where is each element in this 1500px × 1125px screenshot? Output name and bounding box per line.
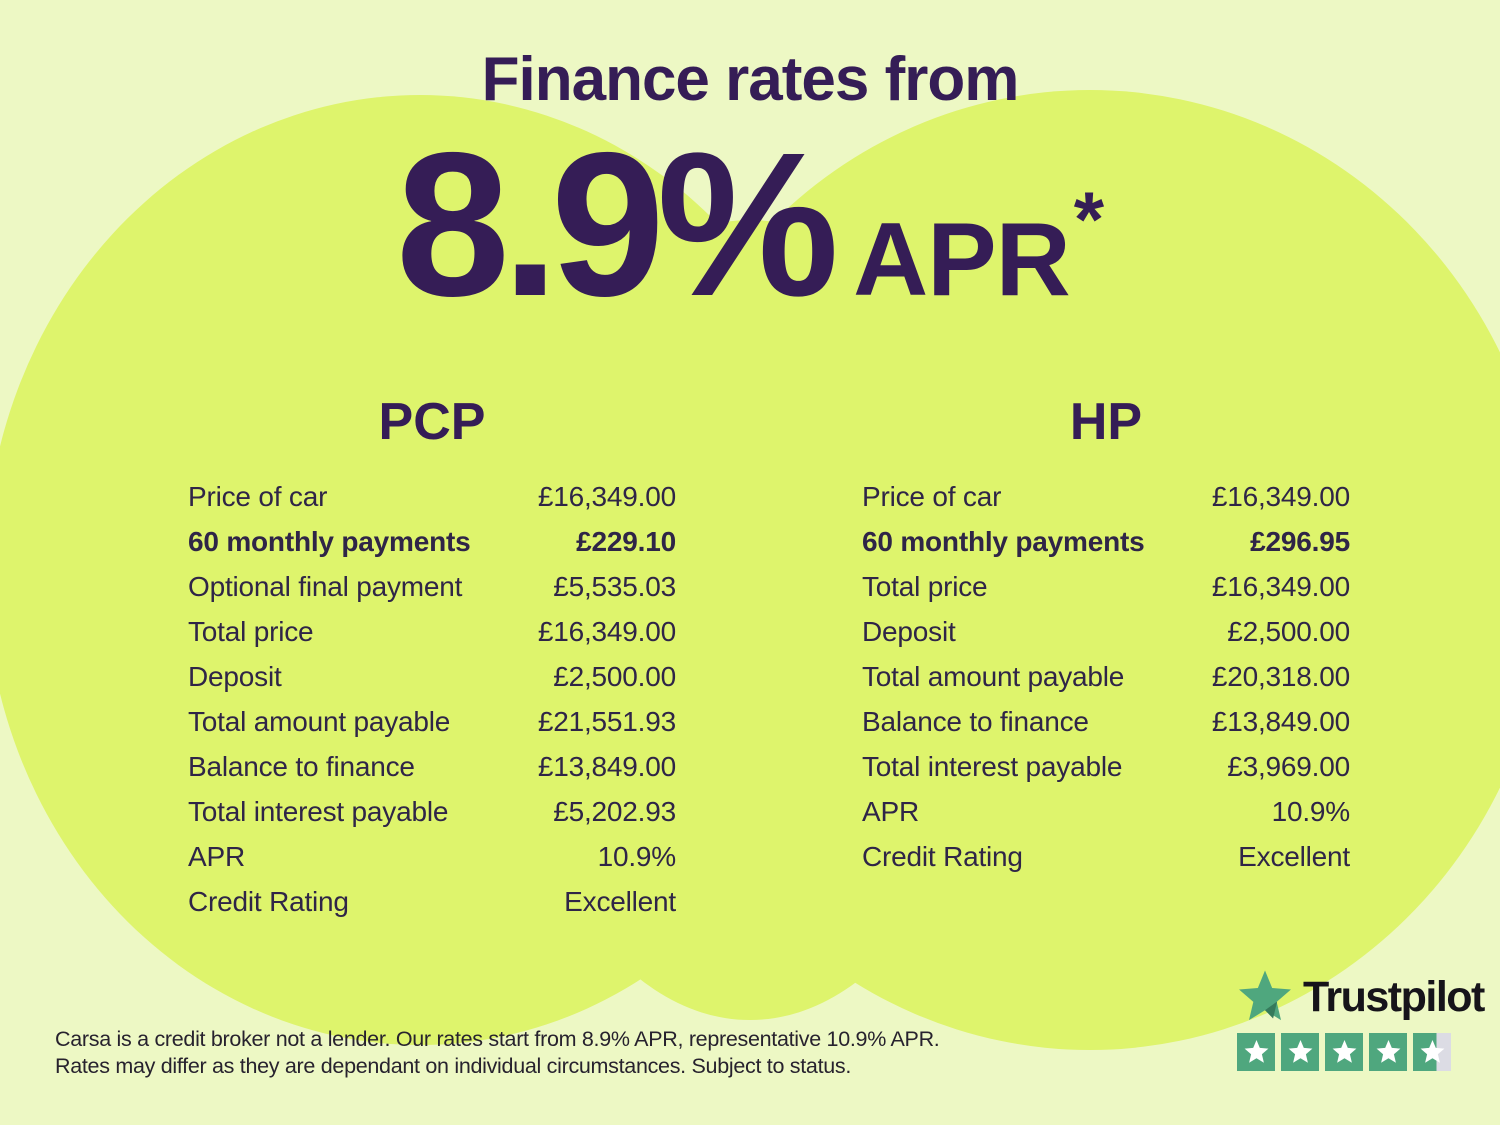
trustpilot-badge: Trustpilot <box>1237 970 1485 1071</box>
row-value: £2,500.00 <box>553 660 676 692</box>
row-value: Excellent <box>564 885 676 917</box>
table-row: APR 10.9% <box>188 834 676 879</box>
table-row: 60 monthly payments £229.10 <box>188 519 676 564</box>
row-value: 10.9% <box>597 840 677 872</box>
table-row: Total price £16,349.00 <box>188 609 676 654</box>
table-row: Credit Rating Excellent <box>188 879 676 924</box>
row-value: £296.95 <box>1250 525 1350 557</box>
row-label: Credit Rating <box>188 885 349 917</box>
hp-table: HP Price of car £16,349.00 60 monthly pa… <box>862 392 1350 879</box>
star-icon <box>1376 1040 1400 1063</box>
row-value: £2,500.00 <box>1227 615 1350 647</box>
row-label: Total interest payable <box>188 795 449 827</box>
star-icon <box>1332 1040 1356 1063</box>
row-value: Excellent <box>1238 840 1350 872</box>
rating-star-box <box>1237 1033 1275 1071</box>
row-label: Credit Rating <box>862 840 1023 872</box>
row-label: Deposit <box>188 660 282 692</box>
row-label: Total interest payable <box>862 750 1123 782</box>
row-label: APR <box>188 840 245 872</box>
table-row: Total interest payable £3,969.00 <box>862 744 1350 789</box>
disclaimer-line-2: Rates may differ as they are dependant o… <box>55 1054 852 1078</box>
table-row: Balance to finance £13,849.00 <box>862 699 1350 744</box>
row-label: 60 monthly payments <box>862 525 1145 557</box>
table-row: 60 monthly payments £296.95 <box>862 519 1350 564</box>
trustpilot-rating-stars <box>1237 1033 1484 1071</box>
table-row: Total price £16,349.00 <box>862 564 1350 609</box>
headline-title: Finance rates from <box>481 45 1020 114</box>
table-row: APR 10.9% <box>862 789 1350 834</box>
star-icon <box>1288 1040 1312 1063</box>
disclaimer: Carsa is a credit broker not a lender. O… <box>55 1026 940 1080</box>
row-label: APR <box>862 795 919 827</box>
apr-label: APR <box>853 202 1071 318</box>
table-row: Total amount payable £21,551.93 <box>188 699 676 744</box>
trustpilot-logo: Trustpilot <box>1237 970 1485 1024</box>
apr-rate-value: 8.9% <box>395 110 839 339</box>
row-label: Total amount payable <box>188 705 451 737</box>
row-label: 60 monthly payments <box>188 525 471 557</box>
row-value: £5,535.03 <box>553 570 676 602</box>
hp-heading: HP <box>1069 393 1143 451</box>
row-label: Total price <box>862 570 988 602</box>
apr-headline: 8.9% APR * <box>0 122 1500 327</box>
trustpilot-wordmark: Trustpilot <box>1303 972 1485 1021</box>
row-label: Optional final payment <box>188 570 463 602</box>
rating-star-box <box>1325 1033 1363 1071</box>
row-label: Total price <box>188 615 314 647</box>
pcp-heading: PCP <box>378 393 486 451</box>
table-row: Total amount payable £20,318.00 <box>862 654 1350 699</box>
row-value: 10.9% <box>1271 795 1351 827</box>
pcp-table: PCP Price of car £16,349.00 60 monthly p… <box>188 392 676 924</box>
rating-star-box <box>1281 1033 1319 1071</box>
row-value: £13,849.00 <box>1211 705 1350 737</box>
row-value: £16,349.00 <box>537 480 676 512</box>
table-row: Deposit £2,500.00 <box>862 609 1350 654</box>
row-value: £16,349.00 <box>1211 480 1350 512</box>
disclaimer-line-1: Carsa is a credit broker not a lender. O… <box>55 1027 940 1051</box>
row-value: £229.10 <box>576 525 676 557</box>
row-label: Price of car <box>862 480 1002 512</box>
apr-asterisk: * <box>1073 175 1105 263</box>
rating-star-box-half <box>1413 1033 1451 1071</box>
row-label: Total amount payable <box>862 660 1125 692</box>
row-label: Balance to finance <box>862 705 1089 737</box>
table-row: Price of car £16,349.00 <box>188 474 676 519</box>
row-value: £16,349.00 <box>537 615 676 647</box>
table-row: Optional final payment £5,535.03 <box>188 564 676 609</box>
row-value: £5,202.93 <box>553 795 676 827</box>
row-label: Price of car <box>188 480 328 512</box>
row-label: Balance to finance <box>188 750 415 782</box>
table-row: Deposit £2,500.00 <box>188 654 676 699</box>
row-value: £16,349.00 <box>1211 570 1350 602</box>
row-value: £20,318.00 <box>1211 660 1350 692</box>
row-value: £3,969.00 <box>1227 750 1350 782</box>
star-icon <box>1420 1040 1444 1063</box>
table-row: Price of car £16,349.00 <box>862 474 1350 519</box>
star-icon <box>1244 1040 1268 1063</box>
row-label: Deposit <box>862 615 956 647</box>
rating-star-box <box>1369 1033 1407 1071</box>
background-circle-bridge <box>500 220 1000 1020</box>
table-row: Credit Rating Excellent <box>862 834 1350 879</box>
row-value: £21,551.93 <box>537 705 676 737</box>
table-row: Total interest payable £5,202.93 <box>188 789 676 834</box>
table-row: Balance to finance £13,849.00 <box>188 744 676 789</box>
trustpilot-star-icon <box>1237 970 1293 1024</box>
row-value: £13,849.00 <box>537 750 676 782</box>
